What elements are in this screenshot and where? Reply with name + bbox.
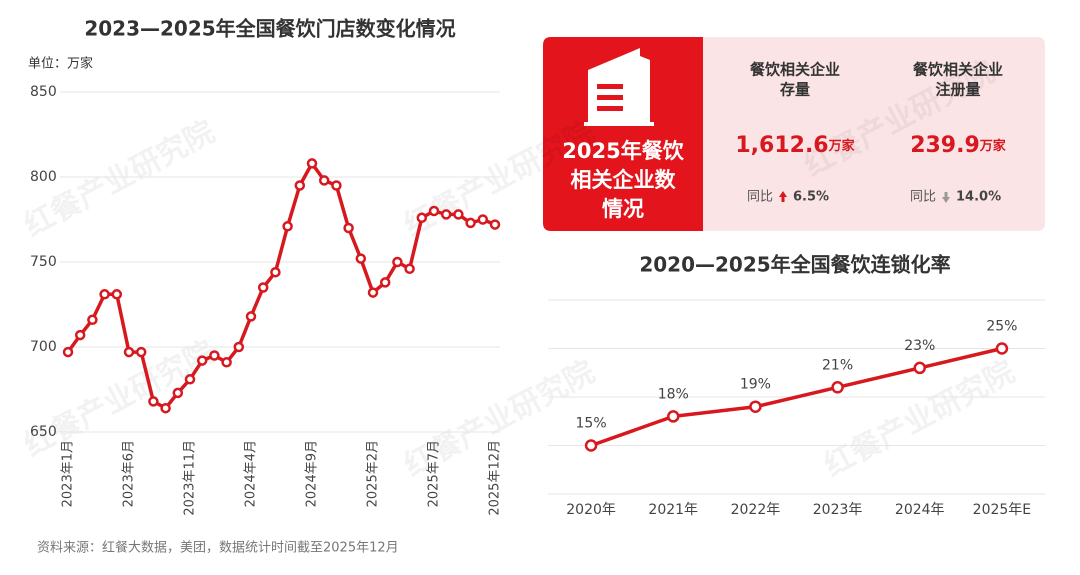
point <box>294 180 306 191</box>
yoy-value: 14.0% <box>956 190 1001 205</box>
x-tick-label: 2025年7月 <box>427 440 442 507</box>
point <box>62 346 74 358</box>
point <box>416 212 428 224</box>
building-icon <box>584 48 654 126</box>
stat-label: 存量 <box>780 81 810 99</box>
point <box>667 410 680 423</box>
source: 资料来源：红餐大数据，美团，数据统计时间截至2025年12月 <box>37 540 399 556</box>
point <box>465 217 476 229</box>
point <box>270 266 281 278</box>
stat-value: 1,612.6万家 <box>735 133 855 158</box>
card-title: 2025年餐饮 <box>562 139 684 163</box>
point <box>913 361 926 375</box>
point <box>379 277 391 288</box>
point <box>74 329 86 341</box>
y-tick-label: 800 <box>30 169 57 185</box>
point <box>221 357 232 368</box>
point <box>453 209 464 220</box>
stat-label: 餐饮相关企业 <box>750 61 840 79</box>
stat-number: 239.9 <box>910 133 980 158</box>
point <box>245 311 257 322</box>
point <box>160 402 171 414</box>
y-tick-label: 750 <box>30 254 57 270</box>
value-label: 15% <box>576 416 607 432</box>
yoy-value: 6.5% <box>793 190 829 205</box>
x-tick-label: 2024年9月 <box>305 440 320 507</box>
value-label: 25% <box>986 319 1017 335</box>
stat-unit: 万家 <box>828 138 856 154</box>
x-tick-label: 2023年1月 <box>61 440 76 507</box>
x-tick-label: 2023年6月 <box>122 440 137 507</box>
point <box>135 346 147 358</box>
point <box>489 219 501 230</box>
point <box>111 289 123 300</box>
point <box>831 381 844 394</box>
point <box>318 175 330 186</box>
point <box>209 350 220 361</box>
point <box>331 180 342 191</box>
point <box>282 221 293 232</box>
y-tick-label: 850 <box>30 84 57 100</box>
point <box>87 314 98 326</box>
value-label: 23% <box>904 338 935 354</box>
point <box>749 400 762 413</box>
value-label: 21% <box>822 357 853 373</box>
point <box>233 341 245 353</box>
x-tick-label: 2022年 <box>731 502 781 518</box>
point <box>995 342 1009 355</box>
stat-label: 餐饮相关企业 <box>913 61 1003 79</box>
card-title: 情况 <box>602 197 644 221</box>
point <box>477 214 489 225</box>
x-tick-label: 2023年 <box>813 502 863 518</box>
x-tick-label: 2025年2月 <box>366 440 381 507</box>
value-label: 18% <box>658 386 689 402</box>
trend-arrow <box>779 191 787 202</box>
stat-label: 注册量 <box>935 81 980 99</box>
x-tick-label: 2024年 <box>895 502 945 518</box>
point <box>343 222 354 234</box>
stat-value: 239.9万家 <box>910 133 1007 158</box>
point <box>404 263 415 275</box>
point <box>392 256 403 268</box>
x-tick-label: 2023年11月 <box>183 440 198 516</box>
point <box>148 396 159 407</box>
stat-unit: 万家 <box>979 138 1007 154</box>
x-tick-label: 2020年 <box>566 502 616 518</box>
point <box>123 346 135 358</box>
x-tick-label: 2021年 <box>648 502 698 518</box>
point <box>196 355 208 366</box>
point <box>257 282 269 293</box>
x-tick-label: 2024年4月 <box>244 440 259 507</box>
trend-arrow <box>942 192 950 203</box>
card-title: 相关企业数 <box>571 168 677 192</box>
point <box>306 158 318 169</box>
value-label: 19% <box>740 377 771 393</box>
x-tick-label: 2025年12月 <box>488 440 503 516</box>
chart-title: 2020—2025年全国餐饮连锁化率 <box>639 253 950 277</box>
y-tick-label: 650 <box>30 424 57 440</box>
y-tick-label: 700 <box>30 339 57 355</box>
line <box>590 346 1003 448</box>
point <box>584 439 598 452</box>
yoy-label: 同比 <box>747 190 773 205</box>
point <box>99 289 110 300</box>
yoy-label: 同比 <box>910 190 936 205</box>
stat-number: 1,612.6 <box>735 133 828 158</box>
card-panel <box>703 37 1045 231</box>
point <box>184 374 196 385</box>
point <box>172 387 184 399</box>
x-tick-label: 2025年E <box>973 502 1031 518</box>
point <box>428 205 440 217</box>
point <box>367 287 379 298</box>
card-red <box>543 37 703 231</box>
point <box>440 209 452 220</box>
chart-title: 2023—2025年全国餐饮门店数变化情况 <box>84 17 455 41</box>
y-axis-label: 单位：万家 <box>28 56 93 72</box>
point <box>355 253 367 264</box>
